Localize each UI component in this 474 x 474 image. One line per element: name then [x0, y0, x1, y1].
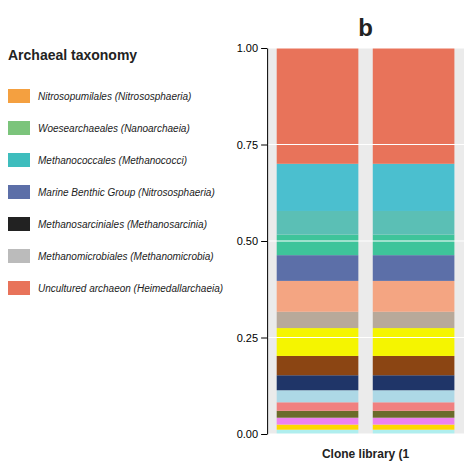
y-tick-mark: [261, 241, 267, 242]
bar-segment: [277, 356, 359, 375]
y-tick-label: 0.75: [237, 139, 258, 151]
plot-background: [267, 48, 464, 434]
legend-swatch: [8, 153, 30, 167]
grid: [267, 48, 464, 434]
bar-segment: [277, 164, 359, 211]
grid-line: [267, 337, 464, 338]
bar-segment: [373, 312, 455, 328]
legend-label: Uncultured archaeon (Heimedallarchaeia): [38, 283, 223, 294]
bar-segment: [373, 48, 455, 164]
bar-segment: [373, 356, 455, 375]
bar-segment: [277, 328, 359, 356]
y-axis: 0.00 0.25 0.50 0.75 1.00: [237, 42, 268, 440]
bar-segment: [373, 255, 455, 281]
grid-line: [267, 434, 464, 435]
legend-label: Nitrosopumilales (Nitrososphaeria): [38, 91, 191, 102]
y-tick-label: 0.25: [237, 332, 258, 344]
bar-segment: [373, 235, 455, 256]
y-tick: 1.00: [237, 42, 267, 54]
legend-title: Archaeal taxonomy: [8, 47, 137, 63]
y-tick-mark: [261, 434, 267, 435]
y-tick-label: 0.00: [237, 428, 258, 440]
legend-label: Woesearchaeales (Nanoarchaeia): [38, 123, 190, 134]
y-tick: 0.50: [237, 235, 267, 247]
chart: Archaeal taxonomy Nitrosopumilales (Nitro…: [0, 0, 474, 474]
y-tick-label: 0.50: [237, 235, 258, 247]
bar-segment: [277, 411, 359, 418]
legend-label: Methanosarciniales (Methanosarcinia): [38, 219, 207, 230]
y-tick-label: 1.00: [237, 42, 258, 54]
bar-segment: [373, 281, 455, 312]
bar-segment: [277, 430, 359, 434]
legend-swatch: [8, 249, 30, 263]
bar-segment: [373, 418, 455, 425]
bar-segment: [277, 312, 359, 328]
bar-segment: [277, 418, 359, 425]
bar-segment: [277, 235, 359, 256]
bar-segment: [277, 390, 359, 402]
bar-segment: [277, 48, 359, 164]
bar-segment: [373, 328, 455, 356]
y-tick-mark: [261, 338, 267, 339]
y-tick: 0.75: [237, 139, 267, 151]
grid-line: [267, 144, 464, 145]
title: b: [358, 14, 373, 41]
y-tick: 0.25: [237, 332, 267, 344]
x-axis-title: Clone library (1: [322, 447, 410, 461]
y-axis-line: [267, 49, 268, 435]
legend: Archaeal taxonomy Nitrosopumilales (Nitro…: [8, 47, 223, 295]
bar-segment: [373, 164, 455, 211]
legend-swatch: [8, 89, 30, 103]
legend-swatch: [8, 185, 30, 199]
bar-segment: [373, 402, 455, 411]
legend-label: Marine Benthic Group (Nitrososphaeria): [38, 187, 215, 198]
grid-line: [267, 241, 464, 242]
bar-segment: [277, 425, 359, 430]
bar-segment: [277, 255, 359, 281]
bar-segment: [373, 390, 455, 402]
legend-swatch: [8, 121, 30, 135]
grid-line: [267, 48, 464, 49]
y-tick: 0.00: [237, 428, 267, 440]
legend-swatch: [8, 281, 30, 295]
legend-label: Methanococcales (Methanococci): [38, 155, 187, 166]
bar-segment: [373, 375, 455, 390]
bar-segment: [277, 375, 359, 390]
bar-segment: [373, 430, 455, 434]
legend-swatch: [8, 217, 30, 231]
bar-segment: [373, 211, 455, 235]
y-tick-mark: [261, 48, 267, 49]
bar-segment: [277, 281, 359, 312]
legend-label: Methanomicrobiales (Methanomicrobia): [38, 251, 214, 262]
y-tick-mark: [261, 145, 267, 146]
bar-segment: [373, 425, 455, 430]
bar-segment: [277, 211, 359, 235]
bar-segment: [373, 411, 455, 418]
bar-segment: [277, 402, 359, 411]
